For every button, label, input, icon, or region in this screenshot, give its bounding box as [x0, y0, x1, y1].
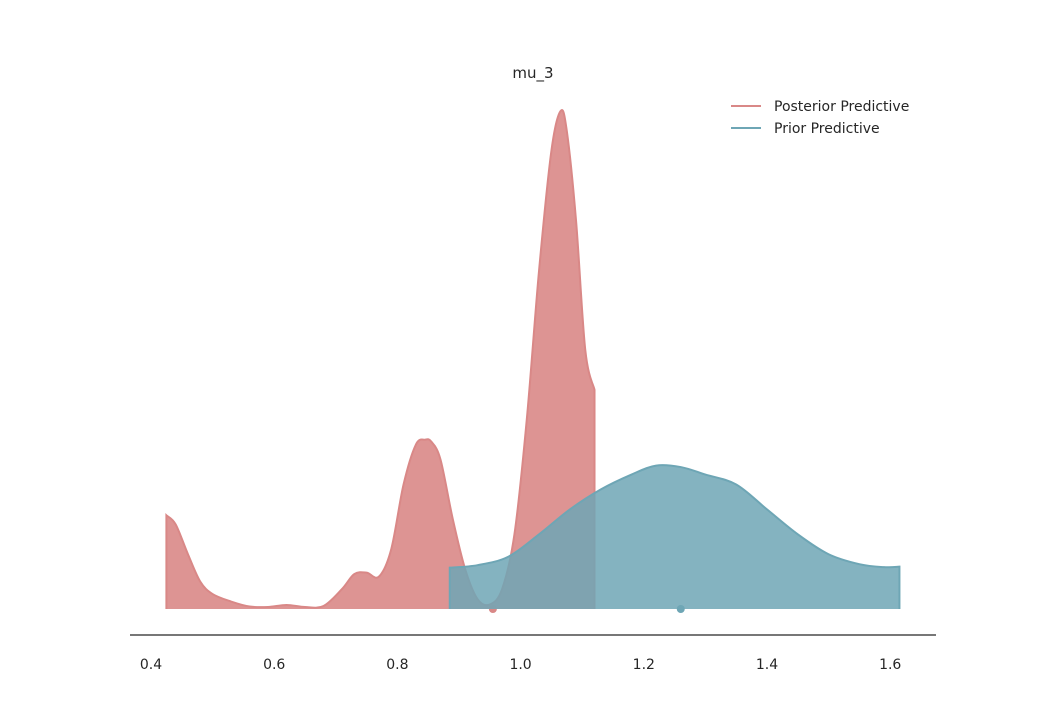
legend-label: Prior Predictive [774, 121, 880, 137]
point-estimate-prior [676, 605, 685, 613]
x-tick-label: 0.4 [140, 657, 162, 673]
legend: Posterior Predictive Prior Predictive [731, 99, 909, 137]
x-tick-label: 1.6 [879, 657, 901, 673]
x-tick-label: 1.0 [509, 657, 531, 673]
density-area-posterior [166, 110, 595, 609]
chart-title: mu_3 [512, 64, 553, 83]
density-line-prior [448, 464, 901, 609]
x-tick-label: 0.8 [386, 657, 408, 673]
legend-label: Posterior Predictive [774, 99, 909, 115]
x-tick-label: 1.2 [633, 657, 655, 673]
x-tick-label: 1.4 [756, 657, 778, 673]
density-area-prior [449, 465, 900, 609]
plot-area [165, 109, 901, 613]
density-line-posterior [165, 109, 596, 609]
x-tick-label: 0.6 [263, 657, 285, 673]
x-axis-ticks: 0.4 0.6 0.8 1.0 1.2 1.4 1.6 [140, 657, 902, 673]
